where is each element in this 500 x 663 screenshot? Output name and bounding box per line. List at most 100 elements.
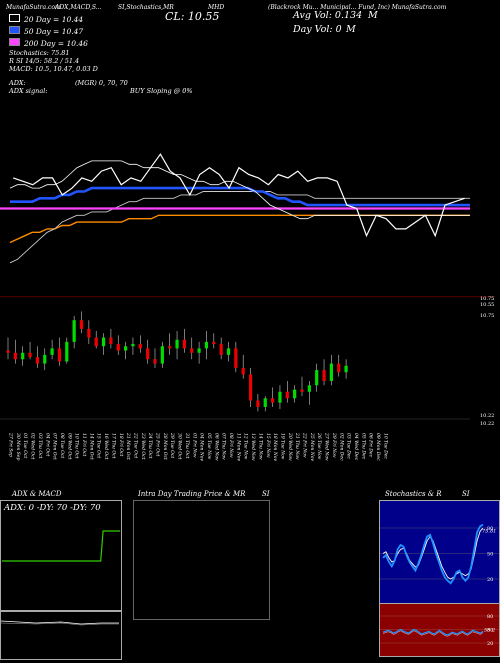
date-label: 31 Thu Oct (184, 433, 190, 459)
candle-body (307, 385, 311, 392)
date-label: 06 Fri Dec (368, 433, 374, 458)
stoch-background (380, 501, 499, 603)
date-label: 25 Mon Nov (309, 432, 315, 461)
date-label: 06 Wed Nov (213, 433, 219, 461)
candle-body (337, 363, 341, 373)
date-label: 27 Wed Nov (324, 432, 330, 461)
day-volume: Day Vol: 0 (293, 24, 342, 35)
date-label: 05 Thu Dec (360, 433, 366, 460)
candle-body (293, 389, 297, 399)
legend-ema20-label: 20 Day = 10.44 (24, 15, 84, 24)
candle-body (109, 337, 113, 345)
date-label: 02 Mon Dec (338, 433, 344, 461)
price-line (13, 153, 465, 238)
candle-body (101, 337, 106, 347)
candle-body (168, 346, 172, 349)
candle-body (263, 398, 267, 407)
candle-body (116, 344, 120, 351)
candle-body (271, 398, 275, 403)
header-source: MunafaSutra.com (6, 4, 61, 11)
legend-adx-signal: ADX signal: (9, 87, 48, 95)
date-label: 11 Mon Nov (235, 433, 241, 461)
candle-body (87, 328, 91, 338)
date-label: 14 Mon Oct (88, 433, 94, 460)
date-label: 05 Tue Nov (206, 433, 212, 460)
date-label: 16 Wed Oct (103, 433, 109, 460)
header-symbol: MHD (208, 4, 225, 11)
price-chart: 10.75 10.55 (0, 153, 495, 308)
date-label: 10 Tue Dec (382, 433, 388, 459)
candle-body (21, 352, 25, 360)
date-label: 18 Fri Oct (118, 433, 124, 457)
date-label: 25 Fri Oct (155, 432, 161, 457)
candle-body (28, 352, 32, 358)
macd-svg (0, 620, 119, 626)
adx-panel: ADX: 0 -DY: 70 -DY: 70 (0, 500, 122, 612)
candle-body (212, 341, 216, 345)
rsi-line (382, 628, 484, 636)
date-label: 29 Fri Nov (331, 432, 337, 458)
date-label: 03 Thu Oct (37, 433, 43, 459)
candle-body (241, 367, 245, 375)
candle-body (79, 320, 84, 329)
date-label: 15 Tue Oct (96, 433, 102, 458)
stoch-axis-label: 50 (487, 552, 493, 558)
candle-body (153, 359, 157, 364)
candle-body (329, 363, 333, 381)
date-label: 15 Fri Nov (265, 433, 271, 458)
date-label: 01 Fri Nov (191, 433, 197, 458)
date-label: 09 Wed Oct (66, 433, 72, 460)
stoch-axis-label: 80 (487, 526, 493, 532)
candle-body (204, 341, 209, 349)
candle-body (146, 348, 150, 360)
date-label: 11 Fri Oct (81, 433, 87, 457)
header-stoch-label: SI,Stochastics,MR (118, 4, 174, 11)
candle-body (234, 348, 238, 368)
candle-body (124, 346, 128, 351)
candle-chart: 10.75 10.22 10.22 (0, 311, 494, 427)
legend-ema20: 20 Day = 10.44 (9, 14, 83, 24)
candle-body (285, 391, 289, 399)
candle-body (57, 348, 62, 362)
date-label: 09 Mon Dec (375, 433, 381, 461)
date-label: 14 Thu Nov (257, 433, 263, 460)
avg-volume-unit: M (368, 10, 378, 21)
intraday-panel (133, 500, 270, 620)
legend-ema200-swatch (9, 38, 20, 46)
date-label: 12 Tue Nov (243, 433, 249, 460)
candle-body (182, 339, 186, 349)
legend-ema200: 200 Day = 10.46 (9, 38, 88, 48)
candle-body (43, 354, 47, 364)
date-label: 23 Wed Oct (140, 432, 146, 460)
date-label: 04 Mon Nov (199, 433, 205, 461)
orange-band-line (9, 214, 470, 244)
legend-adx-values: (MGR) 0, 70, 70 (75, 79, 128, 87)
stoch-axis-label: 20 (487, 577, 493, 583)
macd-line (0, 620, 119, 625)
ema20-line (9, 160, 470, 220)
close-price: CL: 10.55 (165, 10, 220, 23)
white-band-line (9, 191, 470, 264)
legend-rsi: R SI 14/5: 58.2 / 51.4 (9, 57, 80, 65)
date-label: 19 Tue Nov (279, 433, 285, 460)
adx-svg (2, 530, 120, 562)
candle-body (72, 320, 76, 342)
adx-line (2, 530, 120, 562)
price-axis-label-mid: 10.55 (480, 302, 494, 308)
rsi-panel: 80 50 20 58.2 (379, 603, 500, 657)
candle-body (6, 350, 10, 353)
candle-body (131, 344, 135, 347)
rsi-value-label: 58.2 (484, 627, 495, 633)
intraday-panel-si: SI (262, 490, 270, 498)
rsi-svg: 80 50 20 58.2 (380, 604, 499, 656)
candle-axis-label-low: 10.22 (480, 421, 494, 427)
rsi-axis-label: 50 (487, 628, 493, 634)
adx-panel-title: ADX & MACD (12, 490, 62, 498)
date-label: 07 Mon Oct (52, 433, 58, 460)
day-volume-unit: M (346, 24, 356, 35)
date-label: 20 Wed Nov (287, 432, 293, 461)
header-company: (Blackrock Mu... Municipal... Fund, Inc)… (268, 4, 447, 11)
date-label: 10 Thu Oct (74, 433, 80, 459)
date-label: 08 Fri Nov (228, 433, 234, 458)
date-label: 07 Thu Nov (221, 433, 227, 460)
